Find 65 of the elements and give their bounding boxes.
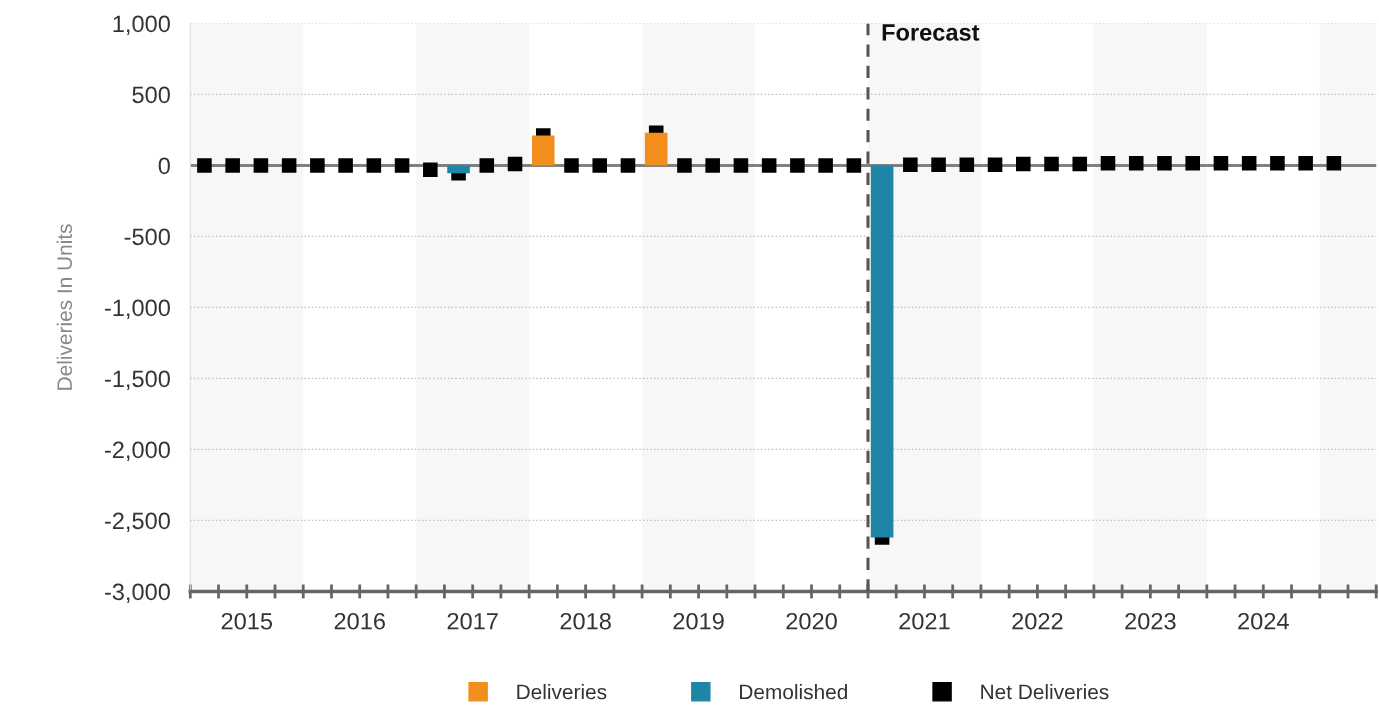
point [1044, 156, 1059, 172]
ref-line-label: Forecast [882, 24, 980, 41]
point [564, 158, 579, 173]
x-tick-label: 2017 [447, 612, 498, 630]
point [1100, 156, 1116, 171]
x-tick-label: 2018 [560, 612, 611, 630]
point [281, 158, 297, 173]
point [1298, 156, 1313, 171]
point [1157, 156, 1172, 171]
point [366, 158, 382, 173]
point [733, 158, 749, 173]
point [225, 158, 240, 173]
y-tick-label: -1,500 [104, 370, 170, 391]
point [1326, 156, 1342, 171]
bar [644, 132, 668, 166]
y-tick-label: -2,500 [104, 512, 170, 533]
point [677, 158, 692, 173]
point [790, 158, 805, 173]
bar [870, 165, 894, 538]
point [818, 158, 833, 173]
x-tick-label: 2024 [1238, 612, 1289, 630]
point [338, 158, 353, 173]
point [1016, 156, 1031, 172]
point [253, 158, 269, 173]
point [394, 158, 410, 173]
point [987, 157, 1003, 172]
point [903, 157, 918, 172]
point [1270, 156, 1285, 171]
y-tick-label: -2,000 [104, 441, 170, 462]
x-tick-label: 2019 [673, 612, 724, 630]
point [1072, 156, 1088, 172]
legend-label: Net Deliveries [981, 684, 1109, 700]
legend-label: Deliveries [517, 684, 607, 700]
point [1241, 156, 1257, 171]
y-tick-label: -1,000 [104, 299, 170, 320]
y-tick-label: -500 [124, 228, 170, 246]
bar [531, 135, 555, 166]
point [931, 157, 946, 172]
point [959, 157, 975, 172]
point [479, 158, 495, 173]
y-tick-label: 500 [132, 86, 170, 104]
point [507, 156, 523, 172]
x-tick-label: 2016 [334, 612, 385, 630]
point [705, 158, 720, 173]
point [310, 158, 325, 173]
x-tick-label: 2020 [786, 612, 837, 630]
point [1185, 156, 1200, 171]
point [846, 158, 862, 173]
y-tick-label: -3,000 [104, 583, 170, 604]
x-tick-label: 2023 [1125, 612, 1176, 630]
point [197, 158, 212, 173]
point [1128, 156, 1144, 171]
point [761, 158, 777, 173]
point [1213, 156, 1229, 171]
x-tick-label: 2021 [899, 612, 950, 630]
point [620, 158, 636, 173]
x-tick-label: 2015 [221, 612, 273, 630]
x-tick-label: 2022 [1012, 612, 1063, 630]
bar [447, 165, 470, 174]
y-tick-label: 1,000 [113, 15, 170, 36]
point [592, 158, 608, 173]
legend-label: Demolished [740, 684, 847, 700]
point [423, 162, 438, 177]
y-axis-title: Deliveries In Units [56, 224, 73, 390]
y-tick-label: 0 [158, 157, 170, 175]
